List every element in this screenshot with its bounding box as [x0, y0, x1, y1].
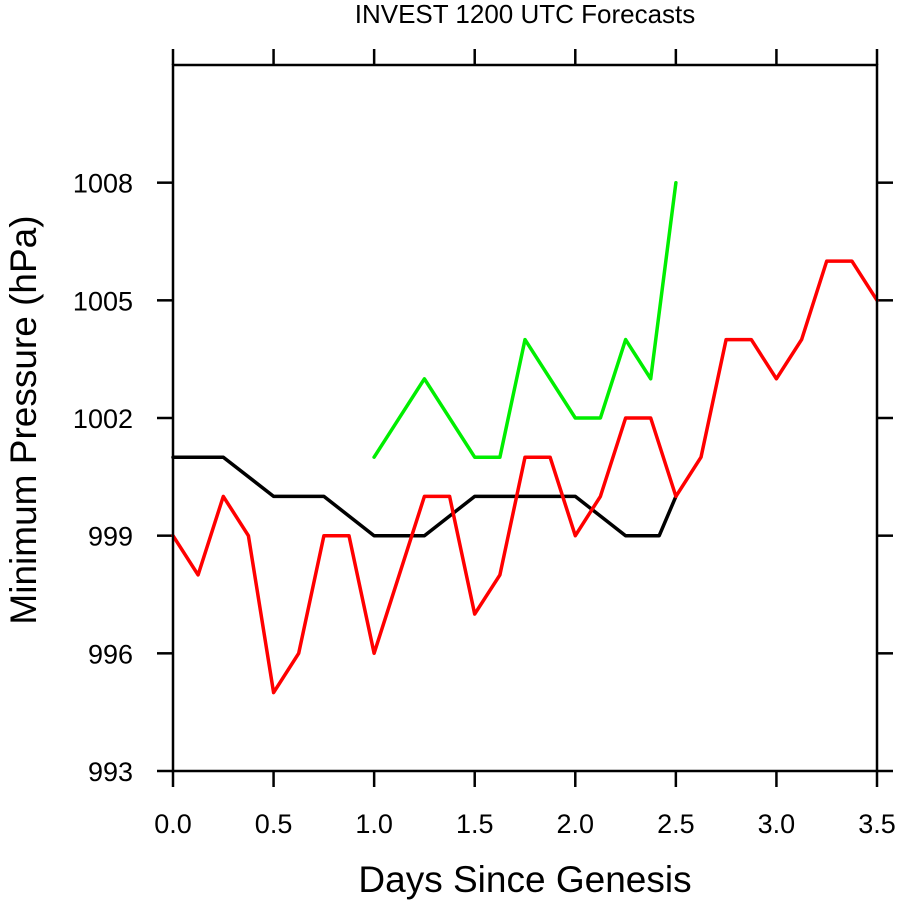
series-line-0	[171, 455, 678, 538]
x-axis-label: Days Since Genesis	[358, 859, 691, 900]
y-axis-label: Minimum Pressure (hPa)	[3, 215, 44, 624]
x-tick-label: 2.0	[557, 809, 595, 839]
plot-frame	[171, 63, 879, 773]
y-tick-label: 996	[88, 639, 133, 669]
x-tick-label: 1.0	[355, 809, 393, 839]
x-axis-ticks: 0.0 0.5 1.0 1.5 2.0 2.5 3.0 3.5	[154, 49, 896, 839]
series-lines	[171, 180, 879, 695]
chart-title: INVEST 1200 UTC Forecasts	[355, 0, 696, 29]
y-tick-label: 1005	[73, 286, 133, 316]
x-tick-label: 3.5	[858, 809, 896, 839]
y-axis-ticks: 993 996 999 1002 1005 1008	[73, 169, 893, 787]
y-tick-label: 1008	[73, 169, 133, 199]
y-tick-label: 1002	[73, 404, 133, 434]
x-tick-label: 0.0	[154, 809, 192, 839]
series-line-1	[171, 259, 879, 695]
x-tick-label: 1.5	[456, 809, 494, 839]
y-tick-label: 993	[88, 757, 133, 787]
y-tick-label: 999	[88, 522, 133, 552]
x-tick-label: 2.5	[657, 809, 695, 839]
x-tick-label: 3.0	[758, 809, 796, 839]
x-tick-label: 0.5	[255, 809, 293, 839]
series-line-2	[372, 180, 678, 459]
